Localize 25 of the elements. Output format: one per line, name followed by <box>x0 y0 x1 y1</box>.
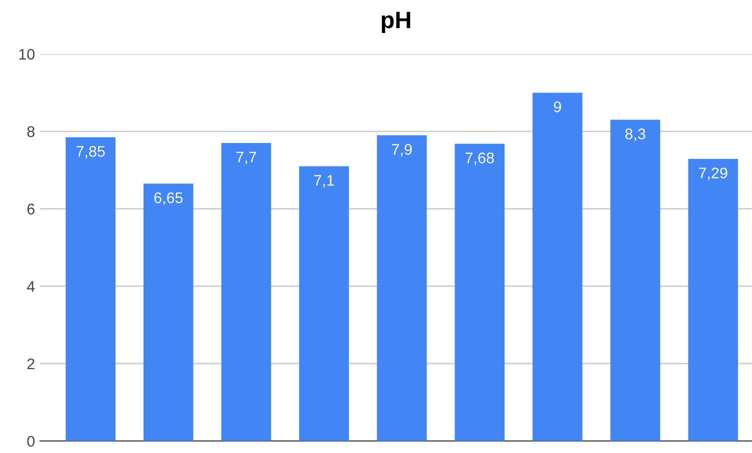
bar <box>221 143 272 441</box>
y-tick-label: 0 <box>27 436 35 447</box>
data-label: 7,9 <box>392 144 412 157</box>
bar <box>376 135 427 441</box>
bar <box>610 120 660 441</box>
bar <box>143 184 194 441</box>
data-label: 6,65 <box>154 192 183 206</box>
data-label: 7,1 <box>314 175 334 188</box>
bar <box>66 137 116 441</box>
bar <box>299 166 349 441</box>
data-label: 7,29 <box>699 168 728 180</box>
bar <box>532 92 582 441</box>
bar <box>454 144 505 441</box>
y-tick-label: 8 <box>27 126 34 138</box>
data-label: 9 <box>554 101 561 112</box>
data-label: 7,85 <box>76 146 105 159</box>
y-tick-label: 6 <box>27 204 34 214</box>
bar <box>688 158 738 441</box>
data-label: 8,3 <box>625 128 646 142</box>
data-label: 7,68 <box>466 152 494 166</box>
chart-title: pH <box>382 12 410 34</box>
data-label: 7,7 <box>236 152 256 164</box>
y-tick-label: 2 <box>27 358 34 370</box>
y-tick-label: 4 <box>26 281 35 292</box>
y-tick-label: 10 <box>19 48 35 60</box>
